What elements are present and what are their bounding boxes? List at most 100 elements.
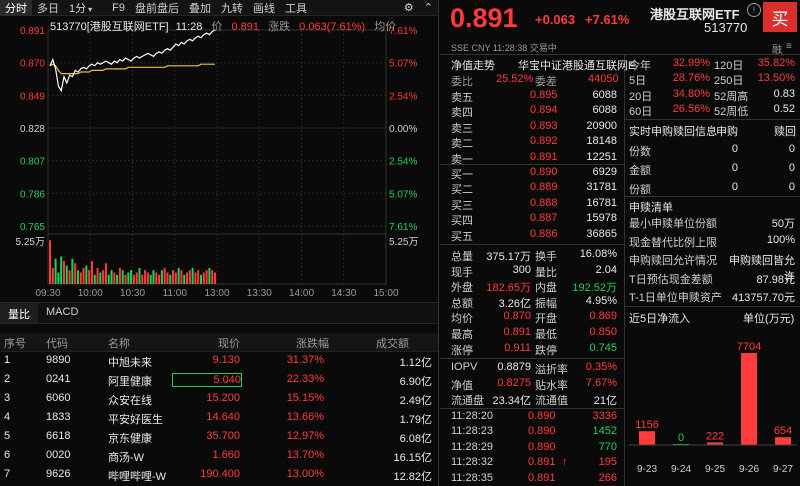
redeem-label: 份数 — [629, 146, 651, 158]
volume-bar — [102, 270, 105, 284]
row-price: 15.200 — [206, 392, 240, 404]
tick-price: 0.891 — [528, 456, 556, 469]
col-pct[interactable]: 涨跌幅 — [296, 338, 329, 350]
volume-bar — [186, 272, 189, 284]
flow-bar — [741, 353, 757, 445]
f9-button[interactable]: F9 — [112, 1, 125, 14]
nine-turn-button[interactable]: 九转 — [220, 2, 243, 15]
perf-label: 52周高 — [714, 90, 749, 103]
volume-tick-right: 5.25万 — [389, 237, 418, 248]
intraday-chart[interactable]: 0.891 7.61% 0.870 5.07% 0.849 2.54% 0.828 0.00%… — [0, 16, 438, 300]
row-pct: 13.66% — [286, 411, 324, 423]
volume-bar — [57, 272, 60, 284]
volume-bar — [60, 256, 63, 284]
y-tick-right: 2.54% — [389, 91, 417, 102]
tab-1min[interactable]: 1分 ▾ — [64, 0, 97, 16]
chart-frame — [47, 29, 387, 285]
weibi-label: 委比 — [451, 76, 473, 88]
volume-bar — [90, 261, 93, 284]
current-price: 0.891 — [450, 3, 518, 33]
tab-multi-day[interactable]: 多日 — [37, 2, 59, 15]
chevron-up-icon[interactable]: ⌃ — [423, 2, 433, 14]
flow-bar — [707, 442, 723, 445]
x-tick: 10:00 — [78, 288, 103, 299]
stat-label: 涨停 — [451, 344, 473, 357]
table-row[interactable]: 1 9890 中旭未来 9.130 31.37% 1.12亿 — [0, 352, 438, 370]
stat-value: 192.52万 — [572, 282, 617, 295]
x-tick: 09:30 — [35, 288, 60, 299]
volume-bar — [180, 270, 183, 284]
tick-volume: 3336 — [592, 410, 617, 422]
volume-bar — [194, 272, 197, 284]
table-row[interactable]: 5 6618 京东健康 35.700 12.97% 6.08亿 — [0, 428, 438, 446]
table-row[interactable]: 4 1833 平安好医生 14.640 13.66% 1.79亿 — [0, 409, 438, 427]
table-row[interactable]: 7 9626 哔哩哔哩-W 190.400 13.00% 12.82亿 — [0, 466, 438, 484]
volume-bar — [166, 272, 169, 284]
volume-bar — [49, 240, 51, 284]
stat-label: 净值 — [451, 379, 473, 392]
stat-label: IOPV — [451, 361, 478, 373]
table-row[interactable]: 6 0020 商汤-W 1.660 13.70% 16.15亿 — [0, 447, 438, 465]
perf-label: 250日 — [714, 75, 744, 88]
tick-time: 11:28:29 — [451, 440, 494, 453]
row-no: 5 — [4, 430, 11, 442]
list-value: 413757.70元 — [732, 292, 795, 304]
row-no: 6 — [4, 449, 11, 461]
col-name[interactable]: 名称 — [108, 338, 130, 350]
y-tick-right: 5.07% — [389, 59, 417, 70]
row-no: 4 — [4, 411, 11, 423]
bid-volume: 15978 — [586, 212, 617, 225]
divider — [440, 244, 624, 245]
redeem-col2: 赎回 — [774, 126, 796, 138]
volume-bar — [76, 270, 79, 284]
premarket-button[interactable]: 盘前盘后 — [134, 2, 179, 15]
nav-trend-tab[interactable]: 净值走势 — [451, 60, 495, 72]
chart-legend: 513770[港股互联网ETF] 11:28 价 0.891 涨跌 0.063(… — [50, 18, 396, 34]
list-value: 100% — [766, 233, 795, 246]
divider — [625, 196, 800, 197]
list-value: 50万 — [771, 218, 795, 230]
info-icon[interactable]: ! — [747, 3, 761, 17]
tab-macd[interactable]: MACD — [46, 306, 79, 318]
draw-line-button[interactable]: 画线 — [252, 2, 275, 15]
row-no: 1 — [4, 354, 11, 366]
buy-button[interactable]: 买 — [763, 2, 797, 32]
volume-bar — [132, 274, 135, 284]
redeem-title: 实时申购赎回信息 — [629, 126, 717, 138]
redeem-value: 0 — [731, 162, 738, 174]
bid-label: 买三 — [451, 199, 473, 212]
volume-bar — [96, 267, 99, 284]
menu-icon[interactable]: ≡ — [786, 41, 792, 52]
row-name: 平安好医生 — [108, 414, 163, 426]
overlay-button[interactable]: 叠加 — [188, 2, 211, 15]
gear-icon[interactable]: ⚙ — [403, 2, 414, 14]
stat-value: 0.869 — [589, 310, 617, 323]
x-tick: 14:00 — [289, 288, 314, 299]
tab-intraday[interactable]: 分时 — [0, 0, 32, 16]
divider — [625, 306, 800, 307]
col-amount[interactable]: 成交额 — [376, 338, 409, 350]
tools-button[interactable]: 工具 — [284, 2, 307, 15]
col-price[interactable]: 现价 — [218, 338, 240, 350]
ask-label: 卖三 — [451, 122, 473, 135]
x-tick: 11:00 — [163, 288, 188, 299]
stat-label: 总量 — [451, 251, 473, 263]
table-row[interactable]: 2 0241 阿里健康 5.040 22.33% 6.90亿 — [0, 371, 438, 389]
y-tick-left: 0.891 — [20, 26, 45, 37]
y-tick-right: 5.07% — [389, 189, 417, 200]
bid-price: 0.886 — [530, 227, 558, 240]
list-label: 最小申赎单位份额 — [629, 218, 717, 230]
list-label: 申购赎回允许情况 — [629, 255, 717, 267]
volume-bar — [149, 274, 152, 284]
volume-bar — [74, 263, 77, 284]
volume-bar — [211, 270, 214, 284]
table-row[interactable]: 3 6060 众安在线 15.200 15.15% 2.49亿 — [0, 390, 438, 408]
volume-bar — [214, 272, 216, 284]
tab-volume-ratio[interactable]: 量比 — [0, 303, 38, 323]
volume-bar — [88, 270, 91, 284]
bid-price: 0.889 — [530, 181, 558, 194]
market-meta: SSE CNY 11:28:38 交易中 — [451, 43, 557, 53]
y-tick-left: 0.828 — [20, 124, 45, 135]
stat-value: 0.8275 — [497, 376, 531, 389]
col-code[interactable]: 代码 — [46, 338, 68, 350]
